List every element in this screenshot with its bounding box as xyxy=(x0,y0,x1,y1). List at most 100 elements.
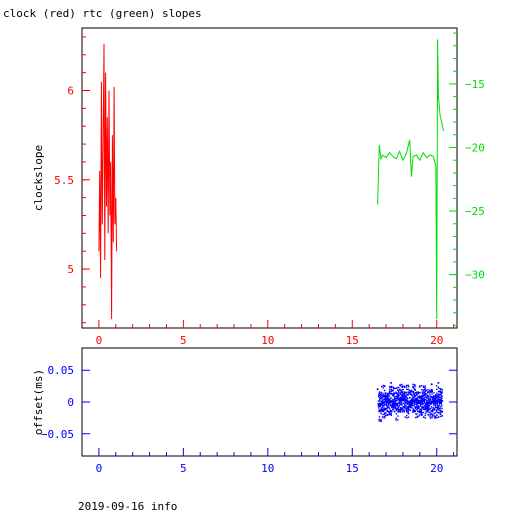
offset-point xyxy=(419,397,421,399)
offset-point xyxy=(407,394,409,396)
offset-point xyxy=(407,416,410,418)
offset-point xyxy=(387,395,390,397)
offset-point xyxy=(429,395,432,397)
offset-point xyxy=(416,397,418,399)
offset-point xyxy=(399,384,401,386)
offset-point xyxy=(406,401,408,403)
offset-point xyxy=(382,395,384,398)
offset-point xyxy=(397,393,399,396)
offset-point xyxy=(440,388,442,390)
offset-point xyxy=(417,406,419,408)
offset-point xyxy=(431,416,433,418)
y2-tick-label: −15 xyxy=(465,78,485,91)
offset-point xyxy=(392,389,394,392)
offset-point xyxy=(421,411,423,414)
offset-point xyxy=(428,402,431,404)
offset-point xyxy=(439,413,441,415)
offset-point xyxy=(424,404,426,406)
offset-point xyxy=(381,399,384,401)
offset-point xyxy=(389,385,391,388)
offset-point xyxy=(390,399,392,401)
offset-point xyxy=(387,398,389,401)
offset-point xyxy=(435,409,438,412)
offset-point xyxy=(401,410,404,413)
offset-point xyxy=(431,401,433,404)
offset-point xyxy=(382,394,384,396)
offset-point xyxy=(440,398,443,400)
offset-point xyxy=(403,398,405,400)
offset-point xyxy=(402,395,404,397)
y-tick-label: −0.05 xyxy=(41,428,74,441)
offset-point xyxy=(434,404,436,406)
offset-sample-point xyxy=(417,407,420,410)
offset-point xyxy=(424,401,426,404)
offset-point xyxy=(406,393,408,396)
x-tick-label: 20 xyxy=(430,462,443,475)
offset-point xyxy=(407,410,409,412)
offset-point xyxy=(411,399,413,401)
offset-point xyxy=(400,402,402,404)
offset-point xyxy=(389,408,391,410)
offset-point xyxy=(421,402,423,404)
offset-point xyxy=(438,408,440,410)
offset-point xyxy=(428,396,430,398)
offset-point xyxy=(394,402,397,404)
clock-series-line xyxy=(98,44,118,320)
offset-point xyxy=(384,415,386,417)
offset-point xyxy=(382,409,385,412)
y-tick-label: 0.05 xyxy=(48,364,75,377)
offset-point xyxy=(426,403,428,406)
offset-point xyxy=(410,394,412,396)
offset-point xyxy=(395,391,397,393)
offset-point xyxy=(418,410,420,412)
offset-point xyxy=(421,414,423,416)
offset-sample-point xyxy=(396,394,399,397)
offset-point xyxy=(394,403,397,406)
offset-point xyxy=(379,394,382,396)
offset-point xyxy=(423,394,425,396)
offset-point xyxy=(407,408,410,411)
offset-point xyxy=(419,402,422,404)
offset-point xyxy=(401,400,403,402)
offset-point xyxy=(440,400,442,402)
offset-point xyxy=(439,409,442,411)
offset-point xyxy=(438,409,440,411)
x-tick-label: 0 xyxy=(96,462,103,475)
offset-point xyxy=(427,389,429,391)
offset-point xyxy=(435,401,437,403)
offset-point xyxy=(433,408,436,410)
offset-point xyxy=(436,392,438,394)
offset-point xyxy=(390,404,392,406)
offset-point xyxy=(415,399,417,401)
offset-point xyxy=(431,389,434,392)
offset-point xyxy=(415,401,418,404)
offset-point xyxy=(394,406,396,408)
offset-point xyxy=(407,397,409,399)
x-tick-label: 5 xyxy=(180,334,187,347)
offset-point xyxy=(402,385,404,387)
offset-point xyxy=(390,385,393,388)
offset-point xyxy=(410,406,412,409)
offset-point xyxy=(408,393,410,395)
offset-point xyxy=(385,400,388,402)
offset-point xyxy=(392,399,395,401)
offset-point xyxy=(384,397,386,399)
offset-point xyxy=(407,384,409,387)
offset-point xyxy=(409,409,411,412)
offset-point xyxy=(404,401,406,403)
offset-point xyxy=(413,397,415,399)
offset-point xyxy=(408,389,411,391)
offset-point xyxy=(411,397,413,400)
offset-point xyxy=(425,395,427,397)
offset-point xyxy=(421,394,423,397)
offset-point xyxy=(379,403,381,405)
offset-point xyxy=(428,393,431,395)
offset-point xyxy=(406,388,408,390)
offset-point xyxy=(395,406,397,408)
offset-point xyxy=(409,405,411,407)
offset-point xyxy=(429,412,431,414)
offset-point xyxy=(393,404,395,406)
offset-point xyxy=(387,404,390,406)
offset-point xyxy=(435,399,437,402)
y-tick-label: 5.5 xyxy=(54,174,74,187)
